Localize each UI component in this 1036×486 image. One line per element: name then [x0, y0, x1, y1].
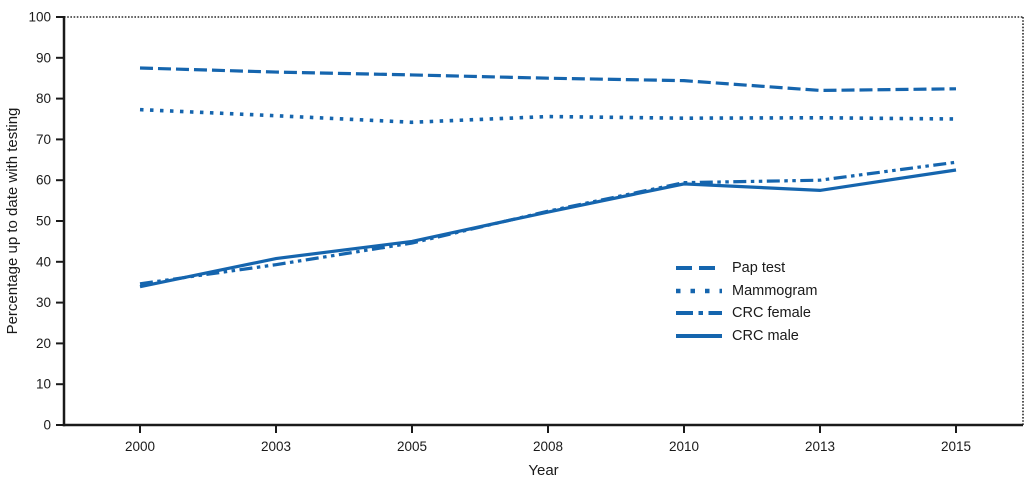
y-tick-label: 80 — [36, 91, 51, 106]
x-tick-label: 2008 — [533, 439, 563, 454]
y-tick-label: 10 — [36, 377, 51, 392]
legend-label: Mammogram — [732, 282, 818, 299]
y-tick-label: 30 — [36, 295, 51, 310]
x-tick-label: 2000 — [125, 439, 155, 454]
legend-item: CRC male — [676, 325, 817, 348]
x-axis-title: Year — [528, 462, 559, 479]
legend-label: CRC female — [732, 305, 811, 322]
series-line-crc-female — [139, 160, 957, 286]
y-tick-label: 90 — [36, 50, 51, 65]
series-line-pap-test — [139, 66, 957, 93]
y-tick-label: 70 — [36, 132, 51, 147]
legend-item: CRC female — [676, 302, 817, 325]
legend-line-sample — [676, 333, 722, 338]
x-tick-label: 2015 — [941, 439, 971, 454]
x-tick-label: 2013 — [805, 439, 835, 454]
y-axis-title-text: Percentage up to date with testing — [4, 107, 21, 335]
legend: Pap test Mammogram CRC female CRC male — [676, 257, 817, 347]
series-line-crc-male — [139, 168, 957, 289]
y-tick-label: 50 — [36, 214, 51, 229]
legend-label: CRC male — [732, 327, 799, 344]
legend-line-sample — [676, 311, 722, 316]
x-tick-label: 2003 — [261, 439, 291, 454]
legend-line-sample — [676, 266, 722, 271]
legend-line-sample — [676, 288, 722, 293]
legend-item: Pap test — [676, 257, 817, 280]
x-tick-label: 2010 — [669, 439, 699, 454]
y-tick-label: 20 — [36, 336, 51, 351]
legend-label: Pap test — [732, 260, 786, 277]
y-tick-label: 40 — [36, 254, 51, 269]
y-tick-label: 0 — [43, 418, 51, 433]
series-line-mammogram — [139, 107, 957, 125]
x-tick-label: 2005 — [397, 439, 427, 454]
legend-item: Mammogram — [676, 280, 817, 303]
y-tick-label: 100 — [28, 10, 51, 25]
y-tick-label: 60 — [36, 173, 51, 188]
